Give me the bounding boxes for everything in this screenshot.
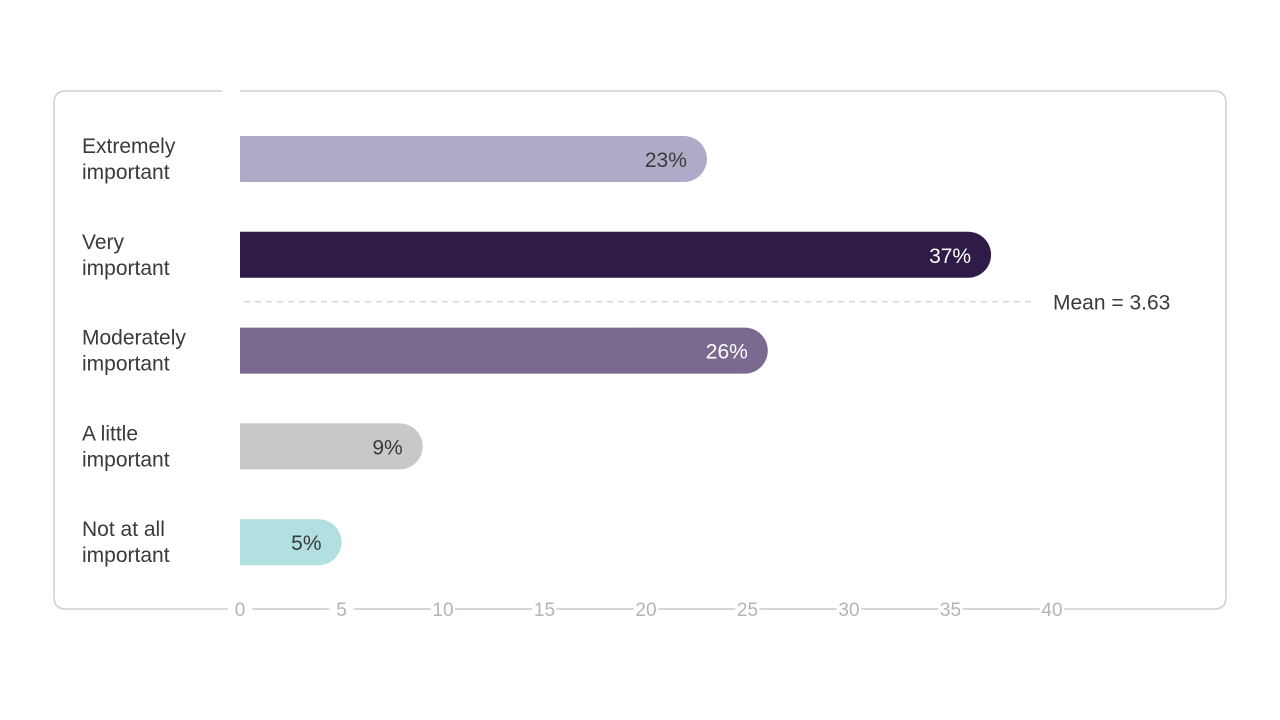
category-label-line: important [82, 257, 170, 280]
x-tick-label: 35 [940, 600, 961, 621]
category-label-line: A little [82, 422, 138, 445]
bar [240, 423, 423, 470]
bar-value-label: 5% [291, 532, 321, 555]
x-tick-label: 30 [838, 600, 859, 621]
x-tick-knockout [938, 606, 963, 612]
x-tick-knockout [735, 606, 760, 612]
category-label: Very important [82, 231, 170, 280]
category-label-line: Moderately [82, 327, 186, 350]
bar [240, 327, 768, 374]
x-tick-label: 40 [1041, 600, 1062, 621]
bar [240, 136, 707, 182]
x-tick-knockout [228, 606, 252, 612]
category-label-line: Not at all [82, 518, 165, 541]
x-tick-label: 25 [737, 600, 758, 621]
bar-value-label: 23% [645, 149, 687, 172]
category-label: Moderately important [82, 327, 186, 376]
mean-line-group: Mean = 3.63 [244, 292, 1170, 315]
category-label-line: important [82, 353, 170, 376]
x-tick-label: 0 [235, 600, 246, 621]
bar-value-label: 9% [372, 436, 402, 459]
category-label: A little important [82, 422, 170, 471]
category-label: Not at all important [82, 518, 170, 567]
bar [240, 519, 342, 566]
x-tick-knockout [532, 606, 557, 612]
bars: 23% Extremely important 37% Very important 26%… [82, 135, 992, 567]
x-tick-knockout [634, 606, 658, 612]
mean-label: Mean = 3.63 [1053, 292, 1170, 315]
x-tick-knockout [431, 606, 455, 612]
x-tick-knockout [837, 606, 861, 612]
x-tick-label: 20 [635, 600, 656, 621]
category-label-line: Very [82, 231, 125, 254]
category-label-line: important [82, 544, 170, 567]
category-label-line: Extremely [82, 135, 176, 158]
category-label: Extremely important [82, 135, 176, 184]
bar [240, 231, 992, 278]
x-tick-knockout [1040, 606, 1064, 612]
bar-value-label: 26% [706, 341, 748, 364]
x-tick-knockout [329, 606, 354, 612]
x-tick-label: 5 [336, 600, 347, 621]
x-tick-label: 10 [432, 600, 453, 621]
x-tick-label: 15 [534, 600, 555, 621]
category-label-line: important [82, 161, 170, 184]
category-label-line: important [82, 448, 170, 471]
bar-value-label: 37% [929, 245, 971, 268]
x-axis: 0 5 10 15 20 25 30 35 40 [228, 600, 1064, 621]
